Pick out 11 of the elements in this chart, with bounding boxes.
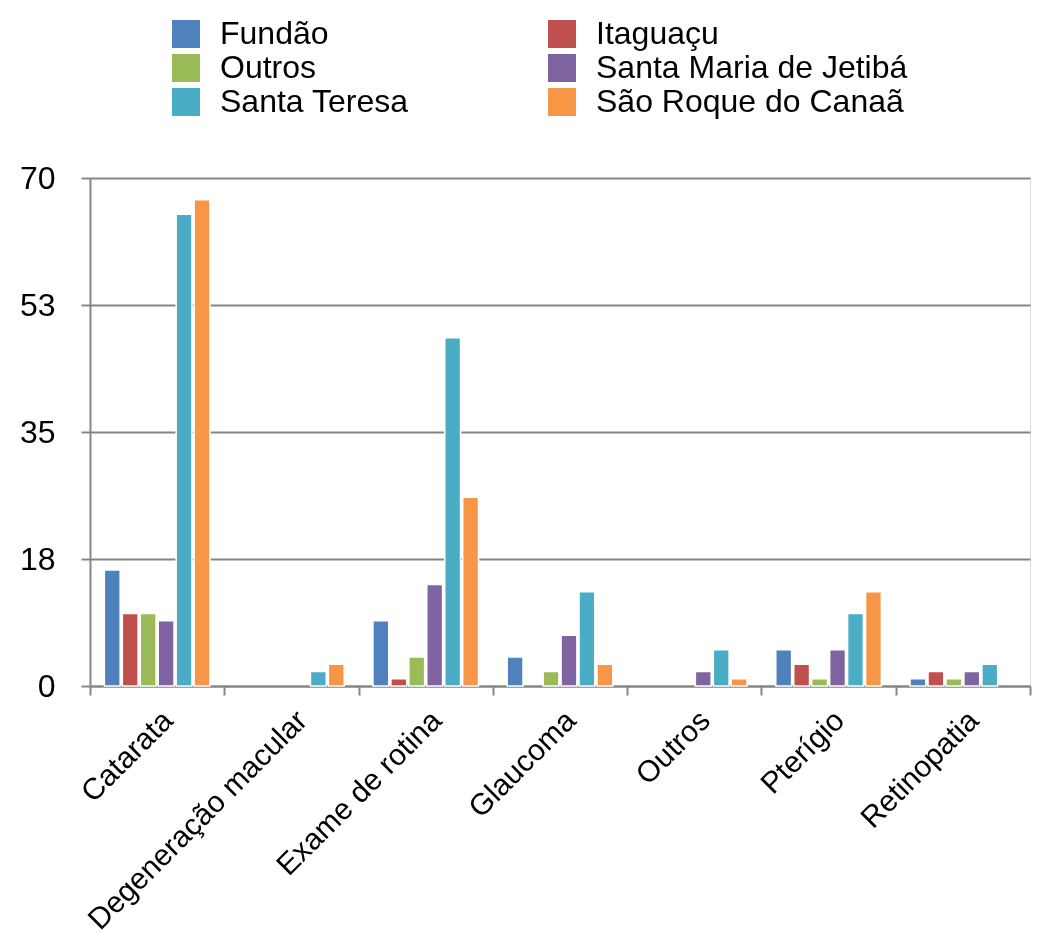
- y-tick-label: 70: [19, 159, 56, 196]
- y-tick-label: 35: [19, 413, 56, 450]
- legend-label: São Roque do Canaã: [596, 83, 904, 119]
- legend-label: Santa Teresa: [220, 83, 409, 119]
- bar: [506, 656, 524, 687]
- legend-label: Fundão: [220, 15, 329, 51]
- legend-label: Itaguaçu: [596, 15, 719, 51]
- y-tick-label: 18: [19, 540, 56, 577]
- y-tick-label: 0: [37, 667, 56, 704]
- y-tick-label: 53: [19, 286, 56, 323]
- legend-label: Outros: [220, 49, 317, 85]
